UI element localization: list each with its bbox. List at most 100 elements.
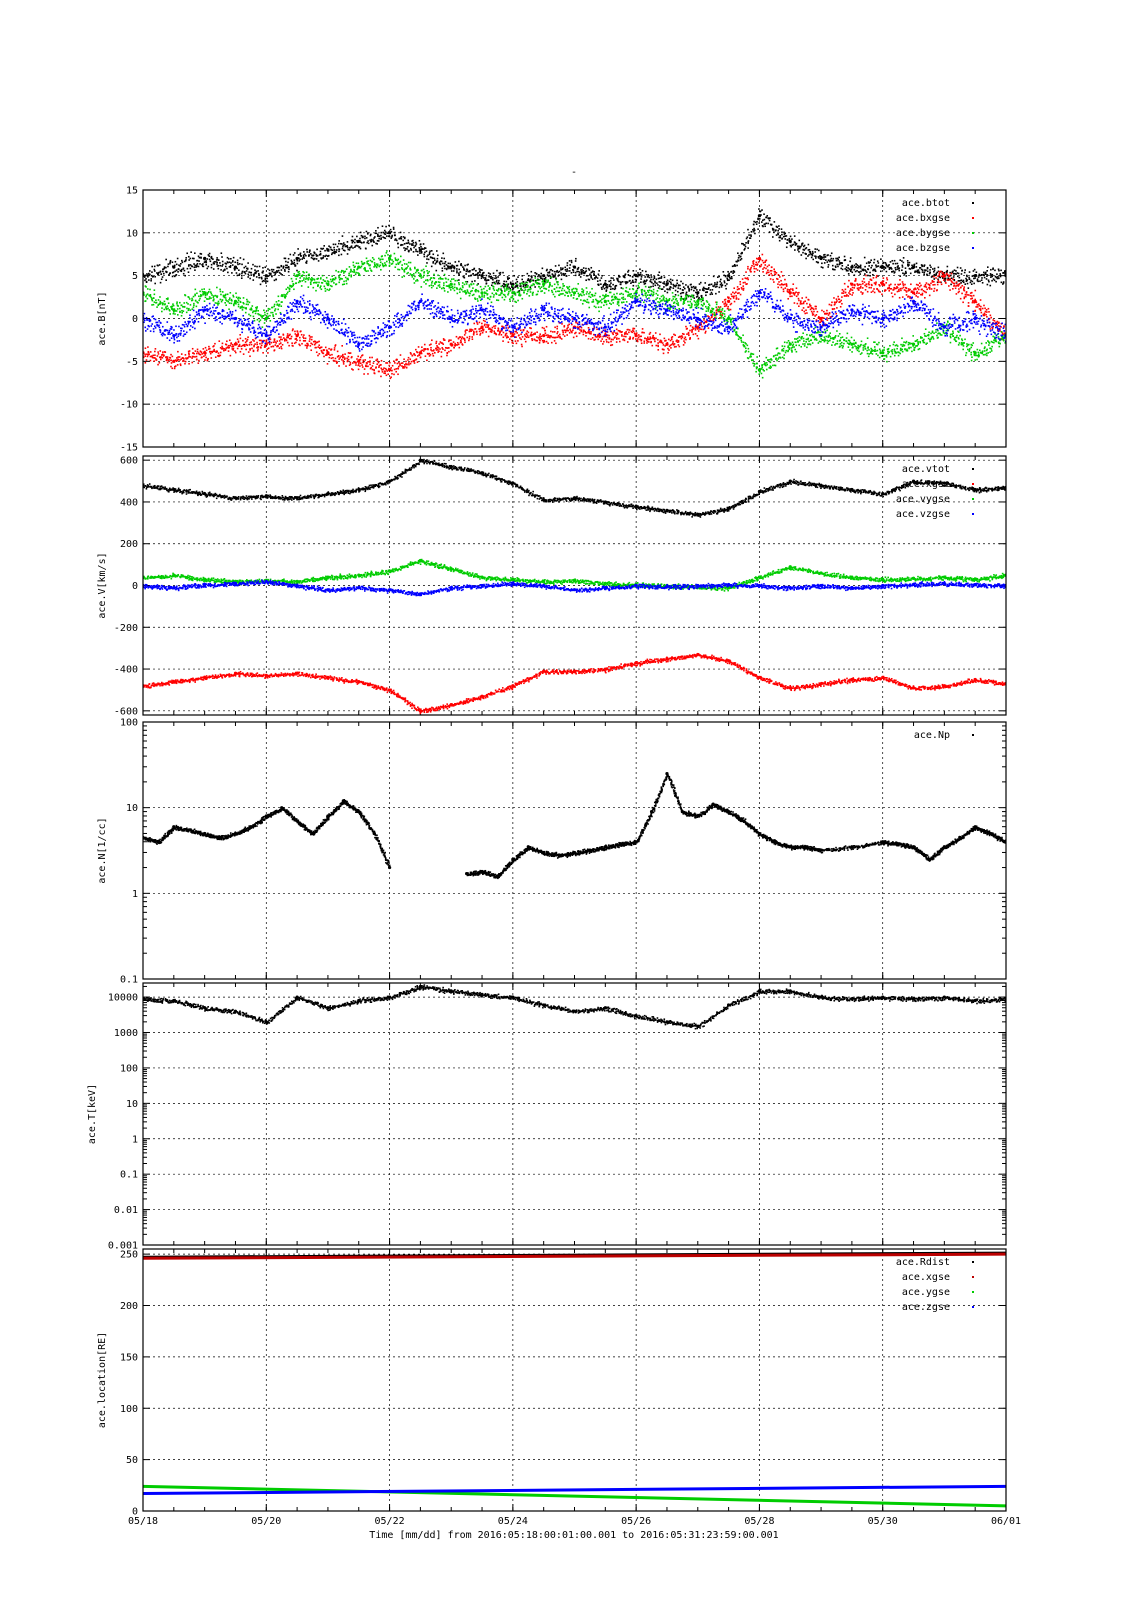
data-point xyxy=(165,308,168,311)
data-point xyxy=(359,274,361,277)
data-point xyxy=(908,264,910,266)
data-point xyxy=(232,303,235,306)
data-point xyxy=(341,247,344,250)
data-point xyxy=(295,341,297,344)
data-point xyxy=(730,275,733,278)
data-point xyxy=(177,271,179,273)
data-point xyxy=(218,340,221,342)
data-point xyxy=(926,273,928,276)
data-point xyxy=(898,296,901,299)
data-point xyxy=(843,255,846,258)
data-point xyxy=(449,289,452,291)
data-point xyxy=(415,358,418,360)
data-point xyxy=(153,289,156,291)
data-point xyxy=(667,288,669,291)
data-point xyxy=(658,281,661,283)
data-point xyxy=(169,262,171,265)
data-point xyxy=(153,301,156,303)
data-point xyxy=(462,290,464,293)
data-point xyxy=(816,248,818,251)
data-point xyxy=(530,333,533,336)
data-point xyxy=(947,277,949,280)
data-point xyxy=(293,288,295,291)
data-point xyxy=(877,262,880,264)
data-point xyxy=(831,264,834,267)
data-point xyxy=(417,269,419,272)
data-point xyxy=(270,345,273,348)
data-point xyxy=(447,265,449,267)
data-point xyxy=(165,356,167,358)
data-point xyxy=(849,260,851,263)
data-point xyxy=(597,283,600,286)
data-point xyxy=(957,285,960,287)
data-point xyxy=(756,269,759,271)
data-point xyxy=(306,342,309,345)
data-point xyxy=(675,345,677,348)
data-point xyxy=(932,284,934,286)
data-point xyxy=(494,332,496,334)
data-point xyxy=(911,291,913,293)
data-point xyxy=(403,358,405,361)
data-point xyxy=(723,299,726,301)
data-point xyxy=(162,268,164,271)
data-point xyxy=(605,338,608,341)
data-point xyxy=(245,307,248,310)
data-point xyxy=(653,336,655,339)
data-point xyxy=(882,262,884,265)
data-point xyxy=(429,250,431,253)
data-point xyxy=(921,271,924,273)
data-point xyxy=(450,349,452,352)
data-point xyxy=(273,305,276,308)
data-point xyxy=(302,270,304,273)
data-point xyxy=(478,321,481,324)
data-point xyxy=(798,247,801,250)
data-point xyxy=(856,264,859,266)
data-point xyxy=(742,285,745,287)
data-point xyxy=(199,263,201,265)
data-point xyxy=(419,252,421,254)
data-point xyxy=(804,312,807,315)
data-point xyxy=(747,247,749,249)
data-point xyxy=(657,342,659,344)
data-point xyxy=(851,271,854,274)
data-point xyxy=(369,267,371,270)
data-point xyxy=(587,331,590,333)
data-point xyxy=(608,285,611,288)
data-point xyxy=(422,268,425,271)
data-point xyxy=(601,274,603,277)
data-point xyxy=(841,302,843,305)
data-point xyxy=(976,278,979,280)
data-point xyxy=(680,335,682,338)
data-point xyxy=(748,234,750,236)
data-point xyxy=(403,268,406,271)
data-point xyxy=(642,281,645,283)
data-point xyxy=(879,291,881,293)
data-point xyxy=(787,297,789,300)
data-point xyxy=(923,273,925,276)
data-point xyxy=(417,346,420,348)
data-point xyxy=(287,257,290,260)
data-point xyxy=(240,274,243,277)
data-point xyxy=(475,269,477,272)
data-point xyxy=(526,290,529,293)
data-point xyxy=(504,334,507,337)
data-point xyxy=(937,281,940,283)
data-point xyxy=(354,361,357,364)
data-point xyxy=(180,304,183,307)
data-point xyxy=(350,275,353,278)
data-point xyxy=(364,269,366,272)
data-point xyxy=(352,247,354,249)
data-point xyxy=(238,274,240,276)
data-point xyxy=(784,287,787,289)
data-point xyxy=(287,261,289,264)
data-point xyxy=(311,343,314,346)
data-point xyxy=(406,248,408,250)
data-point xyxy=(204,294,207,297)
data-point xyxy=(170,359,172,362)
data-point xyxy=(780,228,783,230)
data-point xyxy=(659,333,661,336)
data-point xyxy=(412,242,415,244)
data-point xyxy=(228,266,231,268)
data-point xyxy=(669,344,672,346)
data-point xyxy=(460,337,463,340)
